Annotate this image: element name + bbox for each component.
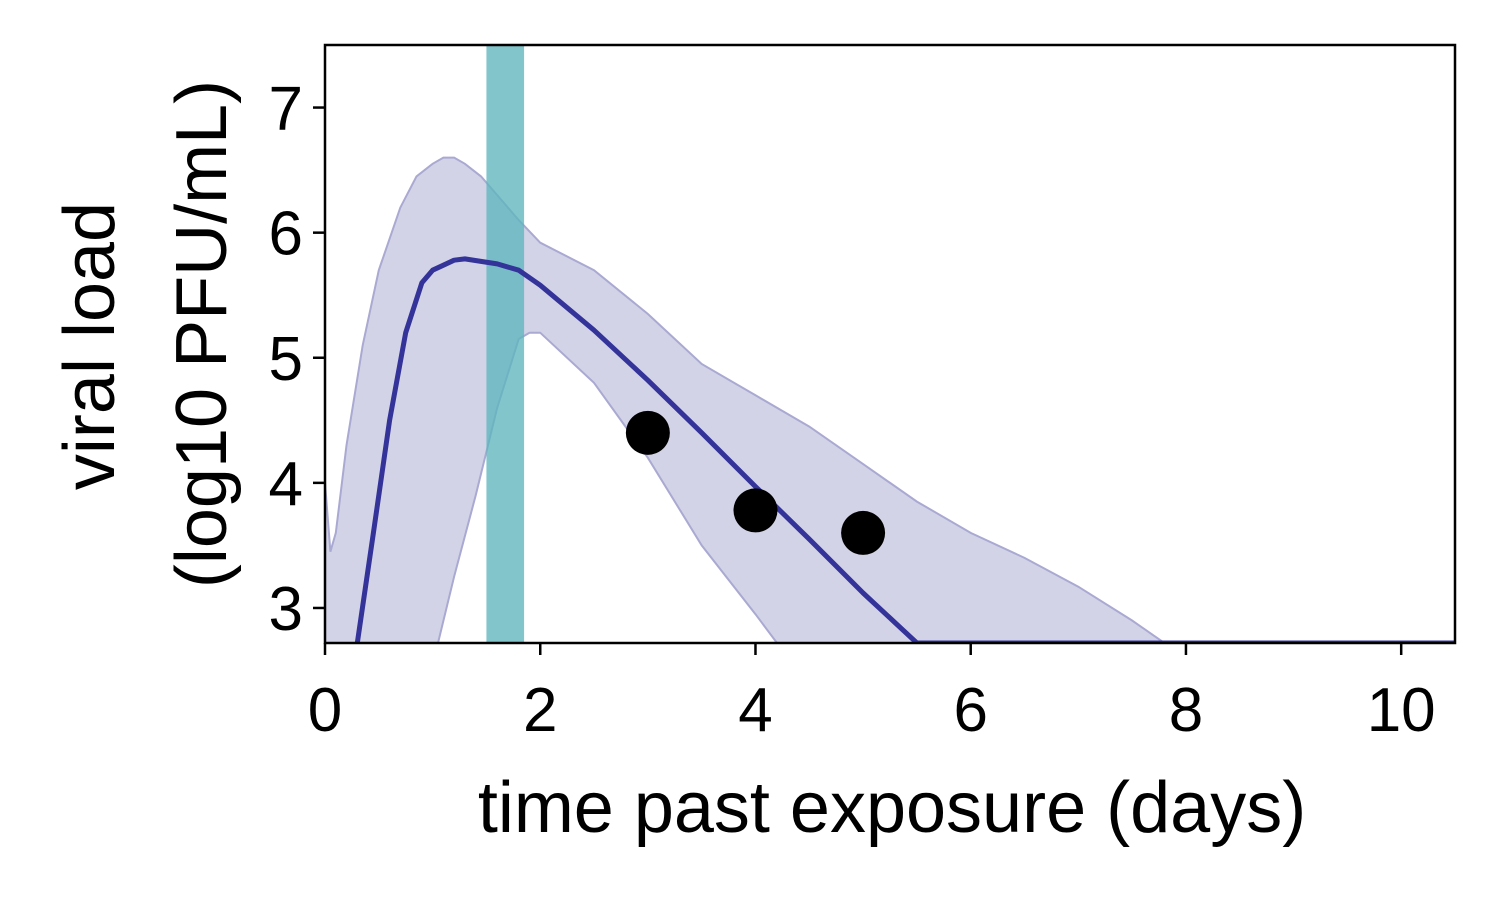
y-axis-title-line-1: viral load [50, 202, 130, 490]
x-axis-title: time past exposure (days) [478, 768, 1306, 848]
x-axis: 0 2 4 6 8 10 [308, 643, 1436, 745]
x-tick-label: 4 [738, 676, 772, 745]
y-tick-label: 5 [269, 325, 303, 394]
x-tick-label: 8 [1169, 676, 1203, 745]
data-point [841, 510, 886, 555]
y-axis-title-line-2: (log10 PFU/mL) [162, 80, 242, 588]
uncertainty-band [325, 157, 1455, 643]
plot-area [325, 45, 1455, 643]
band-lower-edge [325, 331, 1455, 643]
plot-frame [323, 43, 1457, 645]
x-tick-label: 2 [523, 676, 557, 745]
x-tick-label: 10 [1367, 676, 1436, 745]
data-point [625, 410, 670, 455]
y-tick-label: 4 [269, 450, 303, 519]
x-tick-label: 0 [308, 676, 342, 745]
highlight-interval-bar [486, 45, 525, 643]
median-line [354, 256, 1455, 643]
y-axis-title: viral load (log10 PFU/mL) [50, 80, 242, 588]
y-tick-label: 6 [269, 200, 303, 269]
y-tick-label: 7 [269, 75, 303, 144]
data-point [733, 488, 778, 533]
y-axis: 3 4 5 6 7 [269, 75, 325, 644]
x-tick-label: 6 [953, 676, 987, 745]
y-tick-label: 3 [269, 575, 303, 644]
